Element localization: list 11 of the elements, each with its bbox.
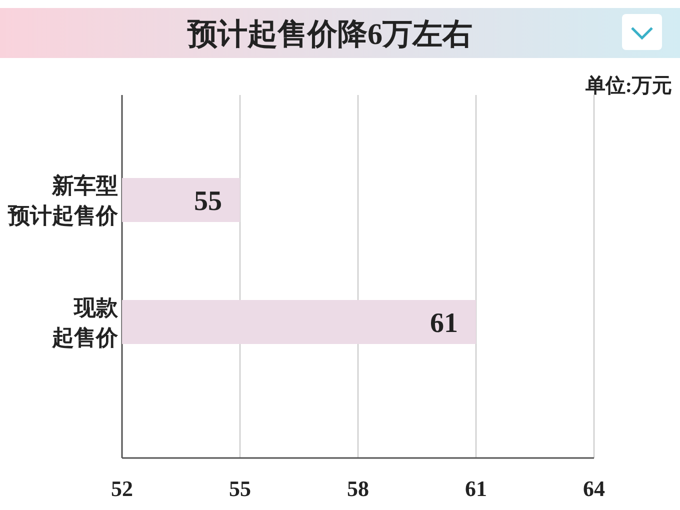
x-tick-label: 61 (465, 476, 487, 501)
data-label: 55 (194, 186, 222, 217)
data-label: 61 (430, 308, 458, 339)
x-tick-label: 64 (583, 476, 605, 501)
annotation: 单位:万元 (584, 74, 672, 97)
x-tick-label: 55 (229, 476, 251, 501)
y-tick-label: 现款起售价 (51, 295, 119, 350)
x-tick-label: 52 (111, 476, 133, 501)
y-tick-label: 新车型预计起售价 (7, 173, 119, 228)
chart-title: 预计起售价降6万左右 (186, 18, 472, 51)
x-tick-label: 58 (347, 476, 369, 501)
